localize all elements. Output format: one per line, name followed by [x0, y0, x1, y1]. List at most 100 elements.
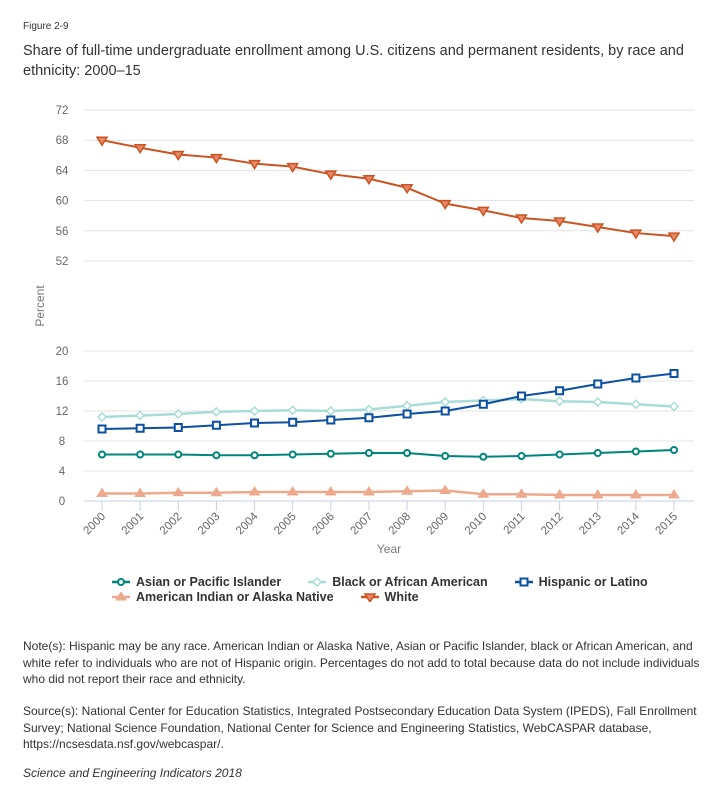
legend-marker [115, 591, 127, 600]
data-point [324, 486, 337, 496]
y-tick-label: 56 [56, 226, 69, 238]
x-tick-label: 2008 [387, 511, 414, 538]
y-tick-label: 64 [56, 165, 69, 177]
data-point [553, 489, 566, 499]
data-point [629, 229, 643, 240]
data-point [440, 406, 450, 416]
chart-title: Share of full-time undergraduate enrollm… [23, 43, 684, 79]
data-point [95, 136, 109, 147]
legend-label: American Indian or Alaska Native [136, 589, 334, 604]
x-tick-label: 2011 [502, 511, 528, 537]
legend-item-black[interactable]: Black or African American [307, 575, 488, 589]
x-tick-label: 2003 [196, 511, 223, 538]
legend-item-white[interactable]: White [360, 590, 419, 604]
data-point [517, 452, 526, 460]
data-point [516, 391, 526, 401]
x-tick-label: 2004 [234, 510, 261, 537]
data-point [515, 488, 528, 498]
data-point [173, 408, 184, 420]
legend-circle-marker-icon [112, 577, 130, 586]
y-tick-label: 60 [56, 196, 69, 208]
data-point [136, 450, 145, 459]
data-point [211, 420, 221, 430]
data-point [364, 413, 374, 423]
y-tick-label: 8 [59, 436, 65, 448]
data-point [630, 399, 641, 410]
x-tick-label: 2013 [577, 511, 604, 538]
figure-label: Figure 2-9 [23, 21, 69, 32]
series-line [101, 139, 675, 238]
x-axis [101, 501, 675, 511]
data-point [401, 485, 413, 495]
legend-triangle-down-marker-icon [360, 592, 379, 602]
x-tick-label: 2000 [82, 511, 109, 538]
series-asian-or-pacific-islander [98, 446, 678, 461]
series-line [102, 449, 675, 458]
y-tick-label: 4 [59, 466, 66, 478]
y-tick-label: 16 [56, 376, 69, 388]
x-axis-title: Year [377, 542, 401, 556]
gridlines-upper [84, 109, 694, 262]
data-point [249, 405, 260, 417]
series-white [95, 136, 681, 243]
data-point [210, 486, 223, 497]
data-point [287, 405, 298, 416]
legend-triangle-up-marker-icon [112, 591, 130, 600]
y-axis-title: Percent [33, 285, 47, 327]
series-line [102, 489, 674, 497]
legend-item-hispanic[interactable]: Hispanic or Latino [514, 575, 648, 589]
data-point [98, 450, 106, 459]
data-point [402, 400, 413, 411]
legend-label: White [384, 589, 419, 604]
data-point [593, 449, 602, 457]
legend-item-american-indian[interactable]: American Indian or Alaska Native [111, 590, 334, 604]
data-point [400, 184, 414, 195]
series-american-indian-or-alaska-native [96, 484, 680, 499]
data-point [212, 451, 221, 460]
data-point [669, 369, 679, 378]
data-point [171, 150, 185, 161]
legend-square-marker-icon [514, 577, 533, 586]
y-tick-label: 12 [56, 406, 69, 418]
legend-marker [117, 577, 125, 586]
data-point [326, 449, 335, 458]
data-point [135, 423, 145, 433]
series-hispanic-or-latino [97, 369, 679, 434]
x-tick-label: 2005 [272, 511, 299, 538]
legend-marker [519, 577, 529, 586]
data-point [362, 174, 376, 186]
data-point [364, 449, 373, 457]
series-line [101, 372, 675, 430]
data-point [250, 451, 259, 460]
chart-notes: Note(s): Hispanic may be any race. Ameri… [23, 639, 700, 686]
x-tick-label: 2010 [463, 511, 490, 538]
data-point [135, 410, 146, 421]
data-point [325, 405, 336, 417]
data-point [174, 450, 183, 459]
data-point [438, 199, 452, 211]
legend-marker [312, 576, 323, 587]
data-point [477, 488, 490, 498]
legend-diamond-marker-icon [308, 576, 327, 587]
y-tick-labels: 52 56 60 64 68 72 0 4 8 12 16 20 [56, 105, 69, 508]
data-point [554, 396, 565, 407]
x-tick-label: 2009 [425, 511, 452, 538]
legend-item-asian[interactable]: Asian or Pacific Islander [111, 575, 281, 589]
data-point [553, 217, 566, 228]
data-point [478, 399, 488, 409]
data-point [629, 489, 642, 499]
data-point [403, 449, 412, 457]
x-tick-label: 2014 [615, 510, 642, 537]
legend-label: Hispanic or Latino [538, 574, 648, 589]
x-tick-label: 2002 [158, 511, 185, 538]
data-point [133, 144, 147, 155]
x-tick-labels: 2000 2001 2002 2003 2004 2005 2006 2007 2008 2009… [82, 510, 681, 537]
data-point [363, 486, 375, 496]
legend-row-2: American Indian or Alaska Native White [111, 589, 671, 604]
data-point [591, 223, 605, 234]
data-point [211, 406, 222, 417]
data-point [96, 487, 108, 497]
data-point [631, 373, 641, 383]
data-point [326, 415, 336, 425]
